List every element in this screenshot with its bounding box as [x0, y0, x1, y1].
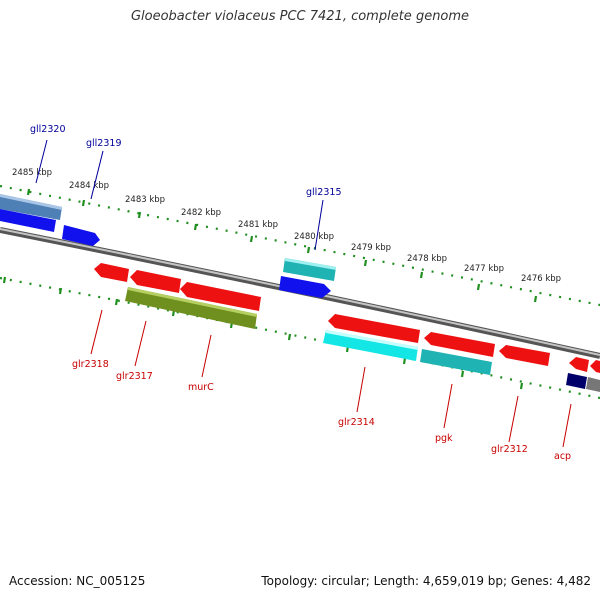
major-ticks: [2, 188, 538, 390]
gene-label: murC: [188, 382, 214, 393]
leader-gll2319: [90, 150, 104, 200]
forward-gene-labels: gll2320 gll2319 gll2315: [30, 124, 342, 198]
gene-label: pgk: [435, 433, 453, 444]
gene-label: acp: [554, 451, 571, 462]
leader-glr2312: [508, 395, 519, 443]
feature-glr2314: [328, 314, 420, 343]
leader-gll2320: [35, 139, 48, 184]
feature-glr2317: [130, 270, 181, 293]
topology-summary: Topology: circular; Length: 4,659,019 bp…: [261, 574, 591, 588]
feature-pgk: [424, 332, 495, 357]
feature-gll2320-blue: [0, 209, 56, 232]
leader-murC: [201, 334, 212, 378]
reverse-features: [94, 263, 600, 392]
gene-label: glr2314: [338, 417, 375, 428]
kbp-label: 2484 kbp: [69, 181, 109, 191]
reverse-gene-labels: glr2318 glr2317 murC glr2314 pgk glr2312…: [72, 359, 571, 462]
feature-acp-product: [566, 373, 587, 389]
feature-glr2312: [499, 345, 550, 366]
forward-features: [0, 194, 336, 298]
leader-pgk: [443, 383, 453, 429]
accession-text: Accession: NC_005125: [9, 574, 146, 588]
gene-label: glr2312: [491, 444, 528, 455]
feature-murC: [180, 282, 261, 311]
leader-acp: [562, 403, 572, 448]
gene-label: gll2319: [86, 138, 122, 149]
leader-gll2315: [314, 199, 324, 251]
gene-label: glr2317: [116, 371, 153, 382]
gene-label: gll2315: [306, 187, 342, 198]
map-title: Gloeobacter violaceus PCC 7421, complete…: [130, 9, 470, 24]
gene-label: gll2320: [30, 124, 66, 135]
feature-murC-product: [125, 287, 257, 329]
kbp-label: 2483 kbp: [125, 195, 165, 205]
leader-glr2314: [356, 366, 366, 413]
feature-gll2315-cds: [283, 258, 336, 281]
gene-label: glr2318: [72, 359, 109, 370]
feature-gll2320: [0, 194, 62, 220]
kbp-label: 2478 kbp: [407, 254, 447, 264]
kbp-label: 2479 kbp: [351, 243, 391, 253]
feature-gll2319: [62, 225, 100, 246]
feature-acp: [569, 357, 589, 372]
kbp-label: 2480 kbp: [294, 232, 334, 242]
feature-gll2315: [279, 276, 331, 298]
feature-glr2314-product: [323, 330, 418, 361]
kbp-label: 2485 kbp: [12, 168, 52, 178]
feature-pgk-product: [420, 349, 492, 375]
kbp-labels: 2485 kbp 2484 kbp 2483 kbp 2482 kbp 2481…: [12, 168, 561, 284]
leader-glr2317: [134, 320, 147, 367]
leader-glr2318: [90, 309, 103, 355]
kbp-label: 2481 kbp: [238, 220, 278, 230]
kbp-label: 2476 kbp: [521, 274, 561, 284]
kbp-label: 2477 kbp: [464, 264, 504, 274]
kbp-label: 2482 kbp: [181, 208, 221, 218]
feature-glr2318: [94, 263, 129, 282]
